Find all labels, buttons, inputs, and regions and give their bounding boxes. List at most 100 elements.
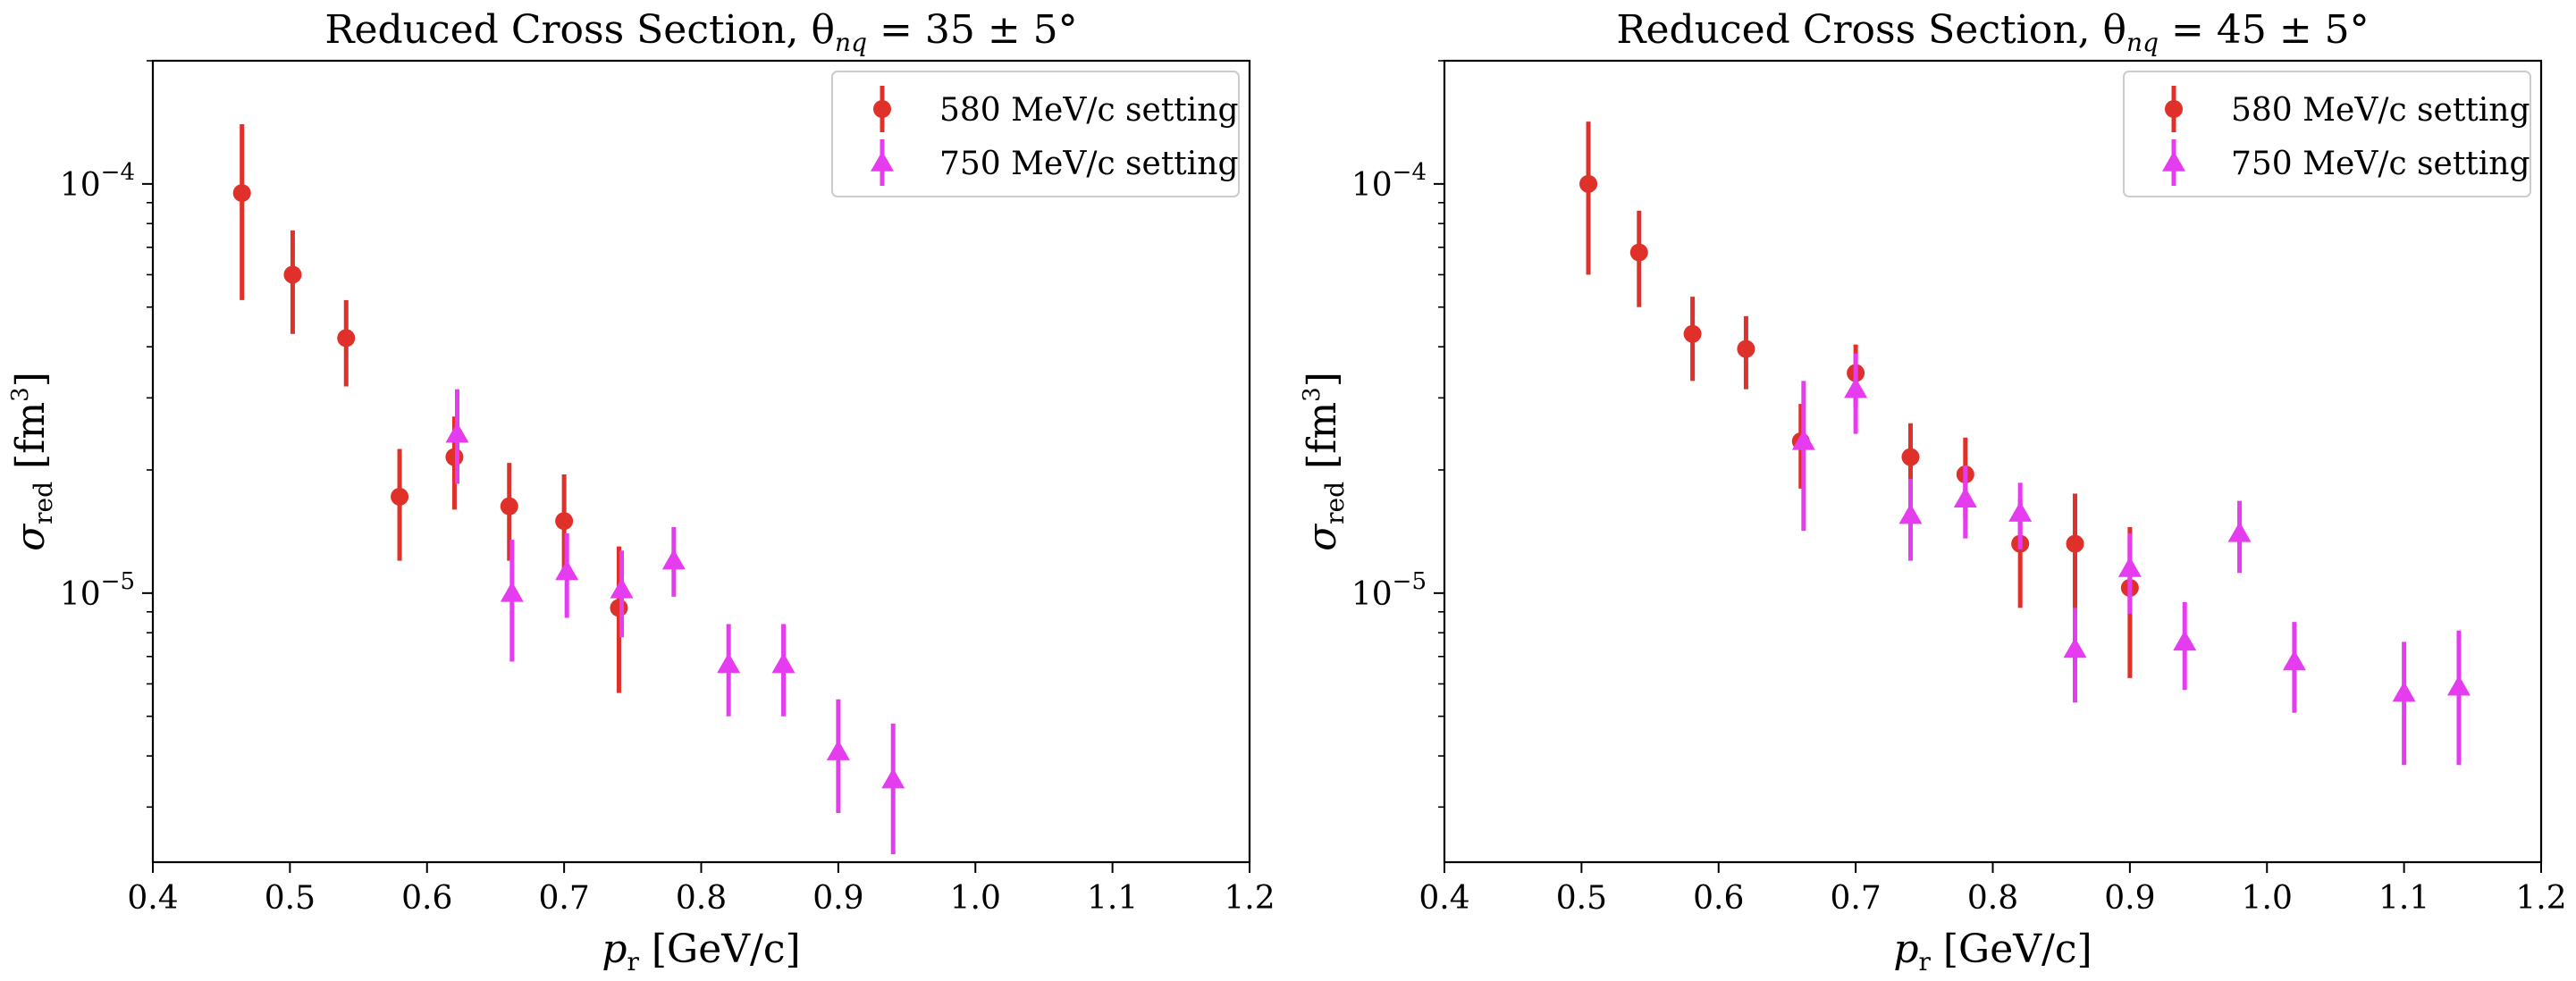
legend-box — [2123, 71, 2531, 197]
data-point-triangle — [2282, 650, 2306, 671]
y-axis-label-close: ] — [8, 372, 54, 387]
x-tick-label: 0.9 — [812, 880, 863, 917]
data-point-circle — [555, 512, 574, 531]
data-point-triangle — [445, 422, 469, 443]
data-point-triangle — [2227, 521, 2252, 542]
y-axis-label-unit: [fm — [1300, 402, 1345, 482]
x-axis-label: pr [GeV/c] — [602, 926, 800, 977]
data-point-circle — [500, 497, 518, 516]
x-tick-label: 1.1 — [1087, 880, 1138, 917]
data-point-triangle — [2063, 637, 2087, 658]
data-point-triangle — [2392, 681, 2416, 702]
x-tick-label: 0.6 — [401, 880, 452, 917]
y-axis-label: σred [fm3] — [1299, 372, 1350, 551]
y-axis-label-unit: [fm — [8, 402, 54, 482]
x-axis-label-symbol: p — [602, 926, 627, 972]
y-tick-exponent: −4 — [1393, 159, 1427, 186]
data-point-circle — [610, 599, 628, 617]
data-point-circle — [1579, 174, 1598, 193]
x-axis-label-unit: [GeV/c] — [639, 926, 801, 972]
y-tick-base: 10 — [60, 576, 101, 613]
x-tick-label: 0.7 — [538, 880, 589, 917]
data-point-circle — [1683, 324, 1702, 343]
x-axis-label-subscript: r — [1919, 947, 1932, 977]
x-tick-label: 1.0 — [2242, 880, 2293, 917]
legend-marker-circle — [2165, 100, 2183, 118]
data-point-triangle — [1791, 429, 1815, 450]
legend-marker-triangle — [2162, 151, 2185, 172]
y-axis-label-superscript: 3 — [7, 387, 34, 402]
legend-marker-triangle — [871, 151, 894, 172]
legend-marker-circle — [873, 100, 891, 118]
data-point-circle — [1901, 448, 1920, 466]
x-tick-label: 1.0 — [950, 880, 1001, 917]
x-tick-label: 0.4 — [127, 880, 178, 917]
data-point-triangle — [2446, 675, 2471, 696]
data-point-triangle — [2008, 501, 2033, 522]
data-point-triangle — [826, 740, 850, 760]
y-tick-label: 10−5 — [1351, 568, 1427, 613]
y-axis-label-close: ] — [1300, 372, 1345, 387]
y-axis-label: σred [fm3] — [7, 372, 58, 551]
chart-title-suffix: = 35 ± 5° — [867, 7, 1078, 53]
data-point-circle — [1737, 340, 1755, 358]
data-point-triangle — [2117, 557, 2142, 577]
legend: 580 MeV/c setting 750 MeV/c setting — [831, 71, 1240, 197]
y-axis-label-symbol: σ — [8, 523, 54, 551]
x-tick-label: 0.4 — [1418, 880, 1469, 917]
y-axis-label-subscript: red — [29, 482, 58, 524]
series-triangle — [1791, 353, 2471, 766]
data-point-circle — [1629, 243, 1648, 262]
chart-title-text: Reduced Cross Section, θ — [324, 7, 835, 53]
x-axis-label-symbol: p — [1893, 926, 1918, 972]
y-tick-label: 10−4 — [60, 159, 135, 204]
x-tick-label: 0.7 — [1830, 880, 1881, 917]
data-point-triangle — [610, 577, 634, 599]
chart-title: Reduced Cross Section, θnq = 35 ± 5° — [324, 7, 1077, 57]
chart-title-subscript: nq — [2126, 28, 2159, 57]
x-tick-label: 0.9 — [2104, 880, 2155, 917]
x-tick-label: 0.5 — [1556, 880, 1607, 917]
chart-title-subscript: nq — [835, 28, 867, 57]
series-circle — [1579, 122, 2139, 678]
y-axis-label-symbol: σ — [1300, 523, 1345, 551]
x-axis-label-subscript: r — [627, 947, 640, 977]
y-tick-base: 10 — [1351, 167, 1393, 204]
data-point-circle — [283, 265, 302, 284]
data-point-circle — [232, 184, 251, 203]
chart-title: Reduced Cross Section, θnq = 45 ± 5° — [1616, 7, 2369, 57]
data-point-triangle — [1953, 487, 1977, 508]
x-tick-label: 0.5 — [265, 880, 316, 917]
x-tick-label: 1.2 — [1224, 880, 1275, 917]
x-axis-label: pr [GeV/c] — [1893, 926, 2092, 977]
y-tick-label: 10−4 — [1351, 159, 1427, 204]
y-tick-label: 10−5 — [60, 568, 135, 613]
x-tick-label: 1.1 — [2378, 880, 2429, 917]
data-point-triangle — [1844, 377, 1868, 398]
legend-label: 580 MeV/c setting — [2231, 92, 2530, 129]
data-point-circle — [2066, 534, 2084, 553]
legend-box — [831, 71, 1240, 197]
x-tick-label: 0.6 — [1693, 880, 1744, 917]
legend-label: 750 MeV/c setting — [939, 146, 1239, 182]
x-tick-label: 0.8 — [676, 880, 727, 917]
chart-title-suffix: = 45 ± 5° — [2159, 7, 2370, 53]
y-tick-base: 10 — [1351, 576, 1393, 613]
data-point-circle — [391, 487, 409, 506]
x-tick-label: 1.2 — [2515, 880, 2566, 917]
chart-panel-2: 0.4 0.5 0.6 0.7 0.8 0.9 1.0 1.1 1.210−510−4Reduc… — [1299, 7, 2567, 977]
data-point-triangle — [717, 652, 741, 674]
data-point-triangle — [555, 559, 579, 581]
legend-label: 580 MeV/c setting — [939, 92, 1239, 129]
y-tick-exponent: −5 — [1393, 568, 1427, 595]
x-tick-label: 0.8 — [1967, 880, 2018, 917]
data-point-circle — [337, 329, 356, 348]
data-point-triangle — [661, 549, 686, 570]
data-point-triangle — [771, 652, 796, 674]
data-point-triangle — [1898, 503, 1923, 524]
y-tick-base: 10 — [60, 167, 101, 204]
data-point-triangle — [881, 767, 905, 789]
y-axis-label-subscript: red — [1320, 482, 1350, 524]
series-triangle — [445, 389, 905, 855]
